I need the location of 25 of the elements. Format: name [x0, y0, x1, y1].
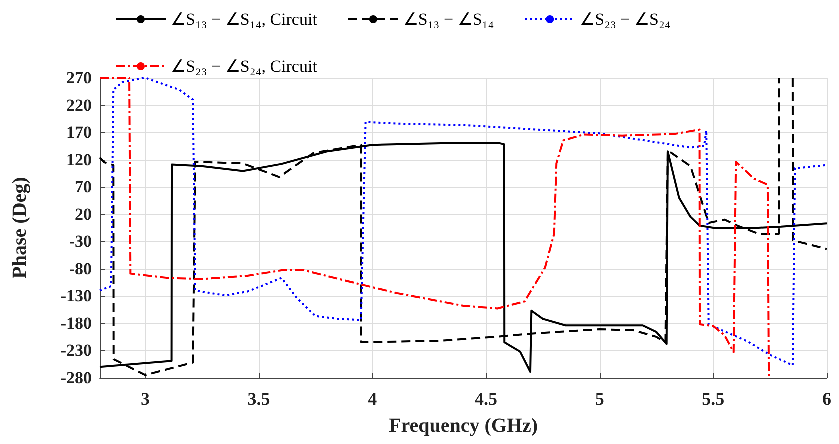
x-tick-label: 6 — [822, 389, 832, 409]
x-tick-label: 4 — [368, 389, 378, 409]
y-tick-label: -80 — [69, 259, 92, 278]
y-tick-label: -130 — [60, 286, 92, 306]
x-tick-label: 5 — [595, 389, 604, 409]
y-tick-label: -230 — [60, 341, 92, 360]
y-tick-label: -280 — [60, 368, 92, 388]
y-tick-label: 70 — [75, 178, 92, 197]
y-tick-label: 120 — [66, 150, 92, 170]
x-axis-title: Frequency (GHz) — [388, 415, 538, 437]
y-tick-label: 270 — [66, 68, 92, 88]
x-tick-label: 3.5 — [248, 389, 270, 409]
x-tick-label: 4.5 — [474, 389, 498, 409]
y-tick-label: 170 — [66, 123, 92, 142]
legend-label: ∠S₂₃ − ∠S₂₄ — [580, 10, 671, 29]
x-tick-label: 5.5 — [702, 389, 725, 409]
y-axis-title: Phase (Deg) — [9, 177, 31, 279]
legend-label: ∠S₁₃ − ∠S₁₄ — [403, 10, 494, 29]
y-tick-label: 220 — [66, 96, 92, 115]
legend-label: ∠S₂₃ − ∠S₂₄, Circuit — [171, 57, 318, 76]
y-tick-label: -180 — [60, 314, 92, 333]
y-tick-label: -30 — [69, 232, 92, 252]
y-tick-label: 20 — [75, 204, 92, 224]
x-tick-label: 3 — [140, 389, 150, 409]
legend-label: ∠S₁₃ − ∠S₁₄, Circuit — [171, 10, 318, 29]
